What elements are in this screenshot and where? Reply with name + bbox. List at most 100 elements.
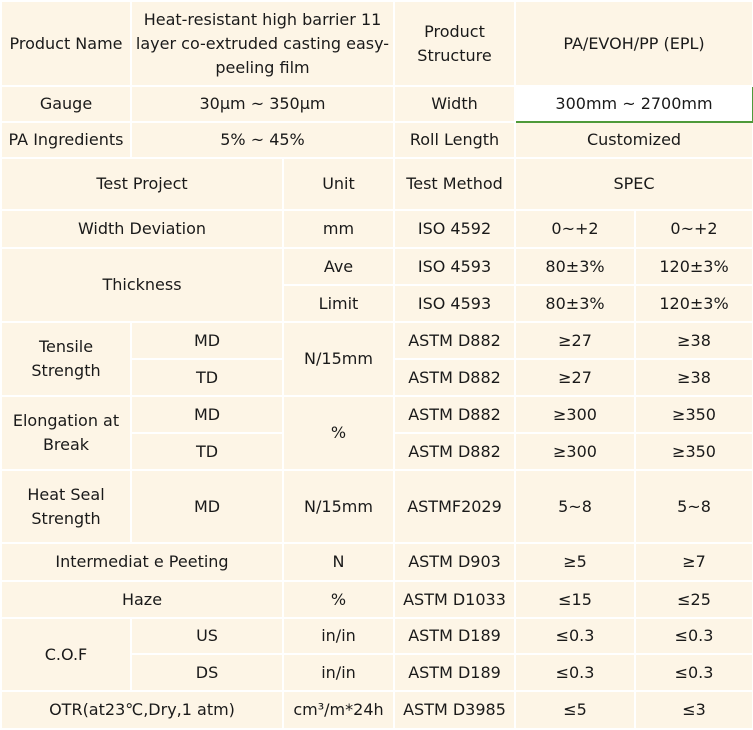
row-unit: % bbox=[282, 580, 395, 619]
row-spec-1: 80±3% bbox=[514, 284, 636, 323]
row-name: C.O.F bbox=[0, 617, 132, 692]
product-name-value: Heat-resistant high barrier 11 layer co-… bbox=[130, 0, 395, 87]
pa-ingredients-label: PA Ingredients bbox=[0, 121, 132, 159]
table-row: Tensile Strength MD N/15mm ASTM D882 ≥27… bbox=[0, 321, 753, 397]
row-spec-2: ≤0.3 bbox=[633, 653, 753, 692]
row-spec-1: 0~+2 bbox=[514, 209, 636, 249]
row-method: ASTM D189 bbox=[393, 653, 516, 692]
product-structure-label: Product Structure bbox=[393, 0, 516, 87]
row-name: Heat Seal Strength bbox=[0, 469, 132, 544]
width-value[interactable]: 300mm ~ 2700mm bbox=[513, 85, 753, 123]
row-spec-2: 120±3% bbox=[633, 284, 753, 323]
row-method: ASTM D882 bbox=[393, 432, 516, 471]
table-row: OTR(at23℃,Dry,1 atm) cm³/m*24h ASTM D398… bbox=[0, 690, 753, 730]
row-spec-2: ≤3 bbox=[633, 690, 753, 730]
table-row: C.O.F US in/in ASTM D189 ≤0.3 ≤0.3 bbox=[0, 617, 753, 692]
row-spec-2: 0~+2 bbox=[633, 209, 753, 249]
row-spec-1: ≤5 bbox=[514, 690, 636, 730]
row-method: ASTM D882 bbox=[393, 395, 516, 434]
row-spec-1: ≤15 bbox=[514, 580, 636, 619]
row-spec-2: 5~8 bbox=[633, 469, 753, 544]
table-row: Gauge 30μm ~ 350μm Width 300mm ~ 2700mm bbox=[0, 85, 753, 123]
row-sub: TD bbox=[130, 358, 284, 397]
row-spec-2: ≥350 bbox=[633, 395, 753, 434]
row-sub: MD bbox=[130, 469, 284, 544]
row-spec-2: 120±3% bbox=[633, 247, 753, 286]
row-spec-1: ≥300 bbox=[514, 395, 636, 434]
row-method: ISO 4592 bbox=[393, 209, 516, 249]
row-name: Width Deviation bbox=[0, 209, 284, 249]
row-unit: mm bbox=[282, 209, 395, 249]
row-sub: Limit bbox=[282, 284, 395, 323]
row-method: ISO 4593 bbox=[393, 247, 516, 286]
row-sub: US bbox=[130, 617, 284, 655]
column-header-row: Test Project Unit Test Method SPEC bbox=[0, 157, 753, 211]
table-row: TD ASTM D882 ≥300 ≥350 bbox=[1, 432, 753, 471]
product-name-label: Product Name bbox=[0, 0, 132, 87]
row-spec-1: ≥5 bbox=[514, 542, 636, 582]
row-sub: MD bbox=[130, 321, 284, 360]
row-name: Intermediat e Peeting bbox=[0, 542, 284, 582]
row-name: Tensile Strength bbox=[0, 321, 132, 397]
table-row: Elongation at Break MD % ASTM D882 ≥300 … bbox=[0, 395, 753, 471]
row-sub: Ave bbox=[282, 247, 395, 286]
row-spec-1: ≥27 bbox=[514, 321, 636, 360]
col-unit: Unit bbox=[282, 157, 395, 211]
table-row: Heat Seal Strength MD N/15mm ASTMF2029 5… bbox=[0, 469, 753, 544]
roll-length-value: Customized bbox=[513, 121, 753, 159]
row-spec-2: ≥38 bbox=[633, 321, 753, 360]
row-spec-1: ≤0.3 bbox=[514, 653, 636, 692]
table-row: Intermediat e Peeting N ASTM D903 ≥5 ≥7 bbox=[0, 542, 753, 582]
row-unit: in/in bbox=[282, 617, 395, 655]
gauge-label: Gauge bbox=[0, 85, 132, 123]
row-spec-2: ≥350 bbox=[633, 432, 753, 471]
row-method: ASTMF2029 bbox=[393, 469, 516, 544]
row-spec-1: 80±3% bbox=[514, 247, 636, 286]
row-method: ISO 4593 bbox=[393, 284, 516, 323]
row-sub: TD bbox=[130, 432, 284, 471]
row-unit: cm³/m*24h bbox=[282, 690, 395, 730]
row-spec-2: ≤25 bbox=[633, 580, 753, 619]
table-row: TD ASTM D882 ≥27 ≥38 bbox=[1, 358, 753, 397]
row-unit: N/15mm bbox=[282, 321, 395, 397]
table-row: Haze % ASTM D1033 ≤15 ≤25 bbox=[0, 580, 753, 619]
row-method: ASTM D882 bbox=[393, 321, 516, 360]
row-sub: DS bbox=[130, 653, 284, 692]
table-row: Thickness Ave ISO 4593 80±3% 120±3% bbox=[0, 247, 753, 323]
row-spec-2: ≥7 bbox=[633, 542, 753, 582]
col-test-project: Test Project bbox=[0, 157, 284, 211]
row-sub: MD bbox=[130, 395, 284, 434]
row-spec-2: ≤0.3 bbox=[633, 617, 753, 655]
row-unit: % bbox=[282, 395, 395, 471]
row-method: ASTM D903 bbox=[393, 542, 516, 582]
row-name: Thickness bbox=[0, 247, 284, 323]
row-spec-1: ≤0.3 bbox=[514, 617, 636, 655]
gauge-value: 30μm ~ 350μm bbox=[130, 85, 395, 123]
row-name: Elongation at Break bbox=[0, 395, 132, 471]
row-method: ASTM D1033 bbox=[393, 580, 516, 619]
roll-length-label: Roll Length bbox=[393, 121, 516, 159]
pa-ingredients-value: 5% ~ 45% bbox=[130, 121, 395, 159]
table-row: Limit ISO 4593 80±3% 120±3% bbox=[1, 284, 753, 323]
row-method: ASTM D882 bbox=[393, 358, 516, 397]
col-test-method: Test Method bbox=[393, 157, 516, 211]
row-name: Haze bbox=[0, 580, 284, 619]
row-spec-2: ≥38 bbox=[633, 358, 753, 397]
table-row: PA Ingredients 5% ~ 45% Roll Length Cust… bbox=[0, 121, 753, 159]
row-unit: N bbox=[282, 542, 395, 582]
product-structure-value: PA/EVOH/PP (EPL) bbox=[513, 0, 753, 87]
width-label: Width bbox=[393, 85, 516, 123]
row-method: ASTM D3985 bbox=[393, 690, 516, 730]
row-name: OTR(at23℃,Dry,1 atm) bbox=[0, 690, 284, 730]
table-row: Product Name Heat-resistant high barrier… bbox=[0, 0, 753, 87]
table-row: DS in/in ASTM D189 ≤0.3 ≤0.3 bbox=[1, 653, 753, 692]
row-method: ASTM D189 bbox=[393, 617, 516, 655]
table-row: Width Deviation mm ISO 4592 0~+2 0~+2 bbox=[0, 209, 753, 249]
row-unit: N/15mm bbox=[282, 469, 395, 544]
row-spec-1: ≥27 bbox=[514, 358, 636, 397]
row-unit: in/in bbox=[282, 653, 395, 692]
col-spec: SPEC bbox=[513, 157, 753, 211]
row-spec-1: ≥300 bbox=[514, 432, 636, 471]
row-spec-1: 5~8 bbox=[514, 469, 636, 544]
